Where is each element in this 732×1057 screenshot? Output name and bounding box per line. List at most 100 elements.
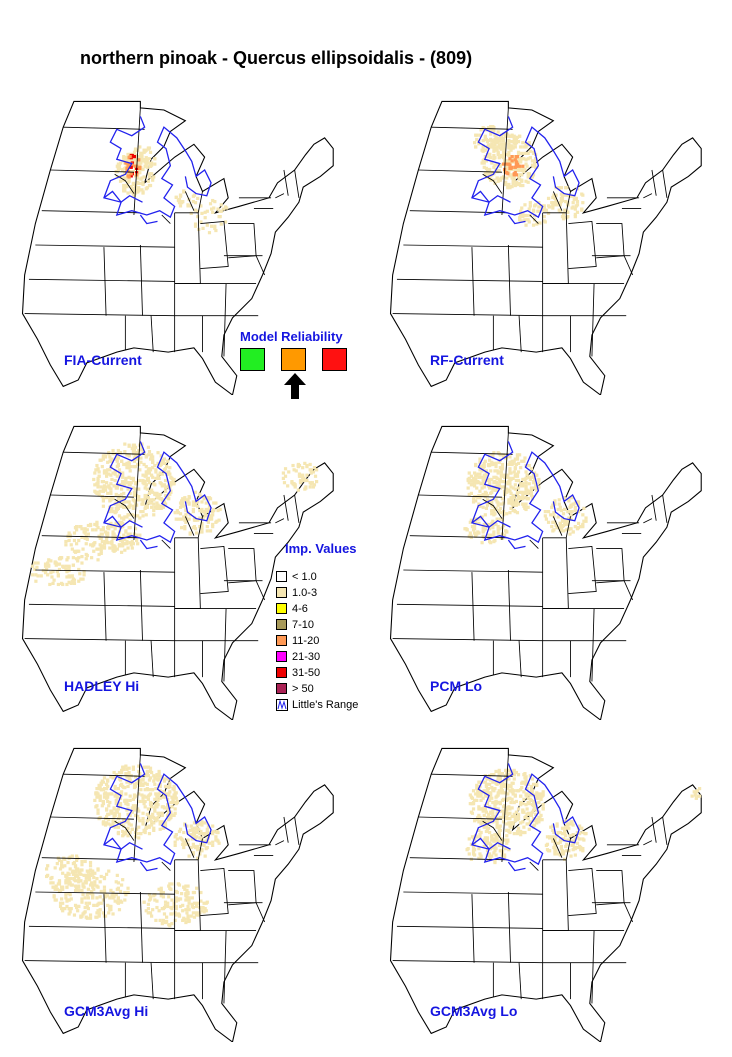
state-border	[103, 894, 107, 963]
state-border	[184, 838, 195, 858]
state-border	[623, 902, 634, 923]
legend: < 1.0 1.0-3 4-6 7-10 11-20 21-30 31-50 >…	[276, 569, 358, 713]
legend-swatch	[276, 635, 287, 646]
state-border	[50, 169, 134, 173]
state-border	[174, 516, 203, 539]
littles-range-line	[471, 116, 580, 219]
state-border	[184, 516, 195, 536]
state-border	[174, 838, 203, 861]
legend-item: 11-20	[276, 633, 358, 648]
state-border	[275, 518, 285, 524]
state-border	[133, 754, 141, 863]
map-gcm3avg-hi	[10, 742, 350, 1042]
state-border	[35, 569, 175, 573]
map-pcm-lo	[378, 420, 718, 720]
state-border	[482, 820, 503, 841]
state-border	[591, 608, 595, 682]
state-border	[396, 925, 543, 929]
legend-item: > 50	[276, 681, 358, 696]
state-border	[150, 640, 154, 678]
map-label-gcm3avg-hi: GCM3Avg Hi	[64, 1003, 149, 1019]
state-border	[50, 816, 134, 820]
state-border	[507, 891, 511, 963]
state-border	[396, 278, 543, 282]
state-border	[418, 494, 502, 498]
state-border	[552, 191, 563, 211]
state-border	[591, 930, 595, 1004]
state-border	[228, 223, 257, 259]
state-border	[150, 315, 154, 353]
state-border	[63, 451, 145, 455]
state-border	[651, 169, 657, 196]
state-border	[501, 754, 509, 863]
legend-item: 1.0-3	[276, 585, 358, 600]
state-border	[418, 816, 502, 820]
legend-swatch	[276, 619, 287, 630]
state-border	[591, 283, 595, 357]
page-title: northern pinoak - Quercus ellipsoidalis …	[80, 48, 473, 68]
state-border	[161, 861, 171, 871]
map-label-pcm-lo: PCM Lo	[430, 678, 483, 694]
state-border	[63, 773, 145, 777]
map-label-hadley-hi: HADLEY Hi	[64, 678, 140, 694]
state-border	[529, 539, 539, 549]
state-border	[294, 494, 300, 523]
state-border	[255, 255, 266, 276]
littles-range-line	[103, 515, 158, 550]
state-border	[139, 569, 143, 641]
state-border	[283, 494, 289, 521]
map-gcm3avg-lo	[378, 742, 718, 1042]
littles-range-line	[471, 441, 580, 544]
state-border	[431, 773, 513, 777]
state-border	[643, 193, 653, 199]
state-border	[623, 580, 634, 601]
state-border	[471, 572, 475, 641]
state-border	[392, 638, 543, 642]
state-border	[501, 432, 509, 541]
state-border	[518, 315, 522, 353]
state-border	[482, 173, 503, 194]
model-reliability-title: Model Reliability	[240, 329, 343, 344]
reliability-box-high	[240, 348, 265, 371]
state-border	[568, 545, 597, 594]
state-border	[662, 169, 668, 198]
map-label-rf-current: RF-Current	[430, 352, 504, 368]
state-border	[255, 902, 266, 923]
state-border	[283, 816, 289, 843]
state-border	[518, 640, 522, 678]
state-border	[482, 498, 503, 519]
state-border	[431, 126, 513, 130]
state-border	[24, 638, 175, 642]
state-border	[542, 516, 571, 539]
map-outline	[21, 425, 334, 720]
state-border	[161, 214, 171, 224]
reliability-box-medium	[281, 348, 306, 371]
state-border	[623, 255, 634, 276]
state-border	[596, 548, 625, 584]
state-border	[200, 220, 229, 269]
state-border	[403, 891, 543, 895]
state-border	[63, 126, 145, 130]
state-border	[114, 498, 135, 519]
state-border	[651, 494, 657, 521]
state-border	[133, 107, 141, 216]
state-border	[255, 580, 266, 601]
state-border	[596, 870, 625, 906]
state-border	[114, 173, 135, 194]
us-map-svg	[21, 100, 334, 395]
state-border	[392, 960, 543, 964]
map-fia-current	[10, 95, 350, 395]
state-border	[150, 962, 154, 1000]
littles-range-line	[471, 837, 526, 872]
legend-item: 4-6	[276, 601, 358, 616]
state-border	[643, 840, 653, 846]
state-border	[103, 572, 107, 641]
state-border	[24, 960, 175, 964]
legend-swatch	[276, 683, 287, 694]
state-border	[294, 816, 300, 845]
state-border	[431, 451, 513, 455]
us-map-svg	[389, 100, 702, 395]
littles-range-line	[103, 441, 212, 544]
state-border	[223, 608, 227, 682]
state-border	[471, 894, 475, 963]
